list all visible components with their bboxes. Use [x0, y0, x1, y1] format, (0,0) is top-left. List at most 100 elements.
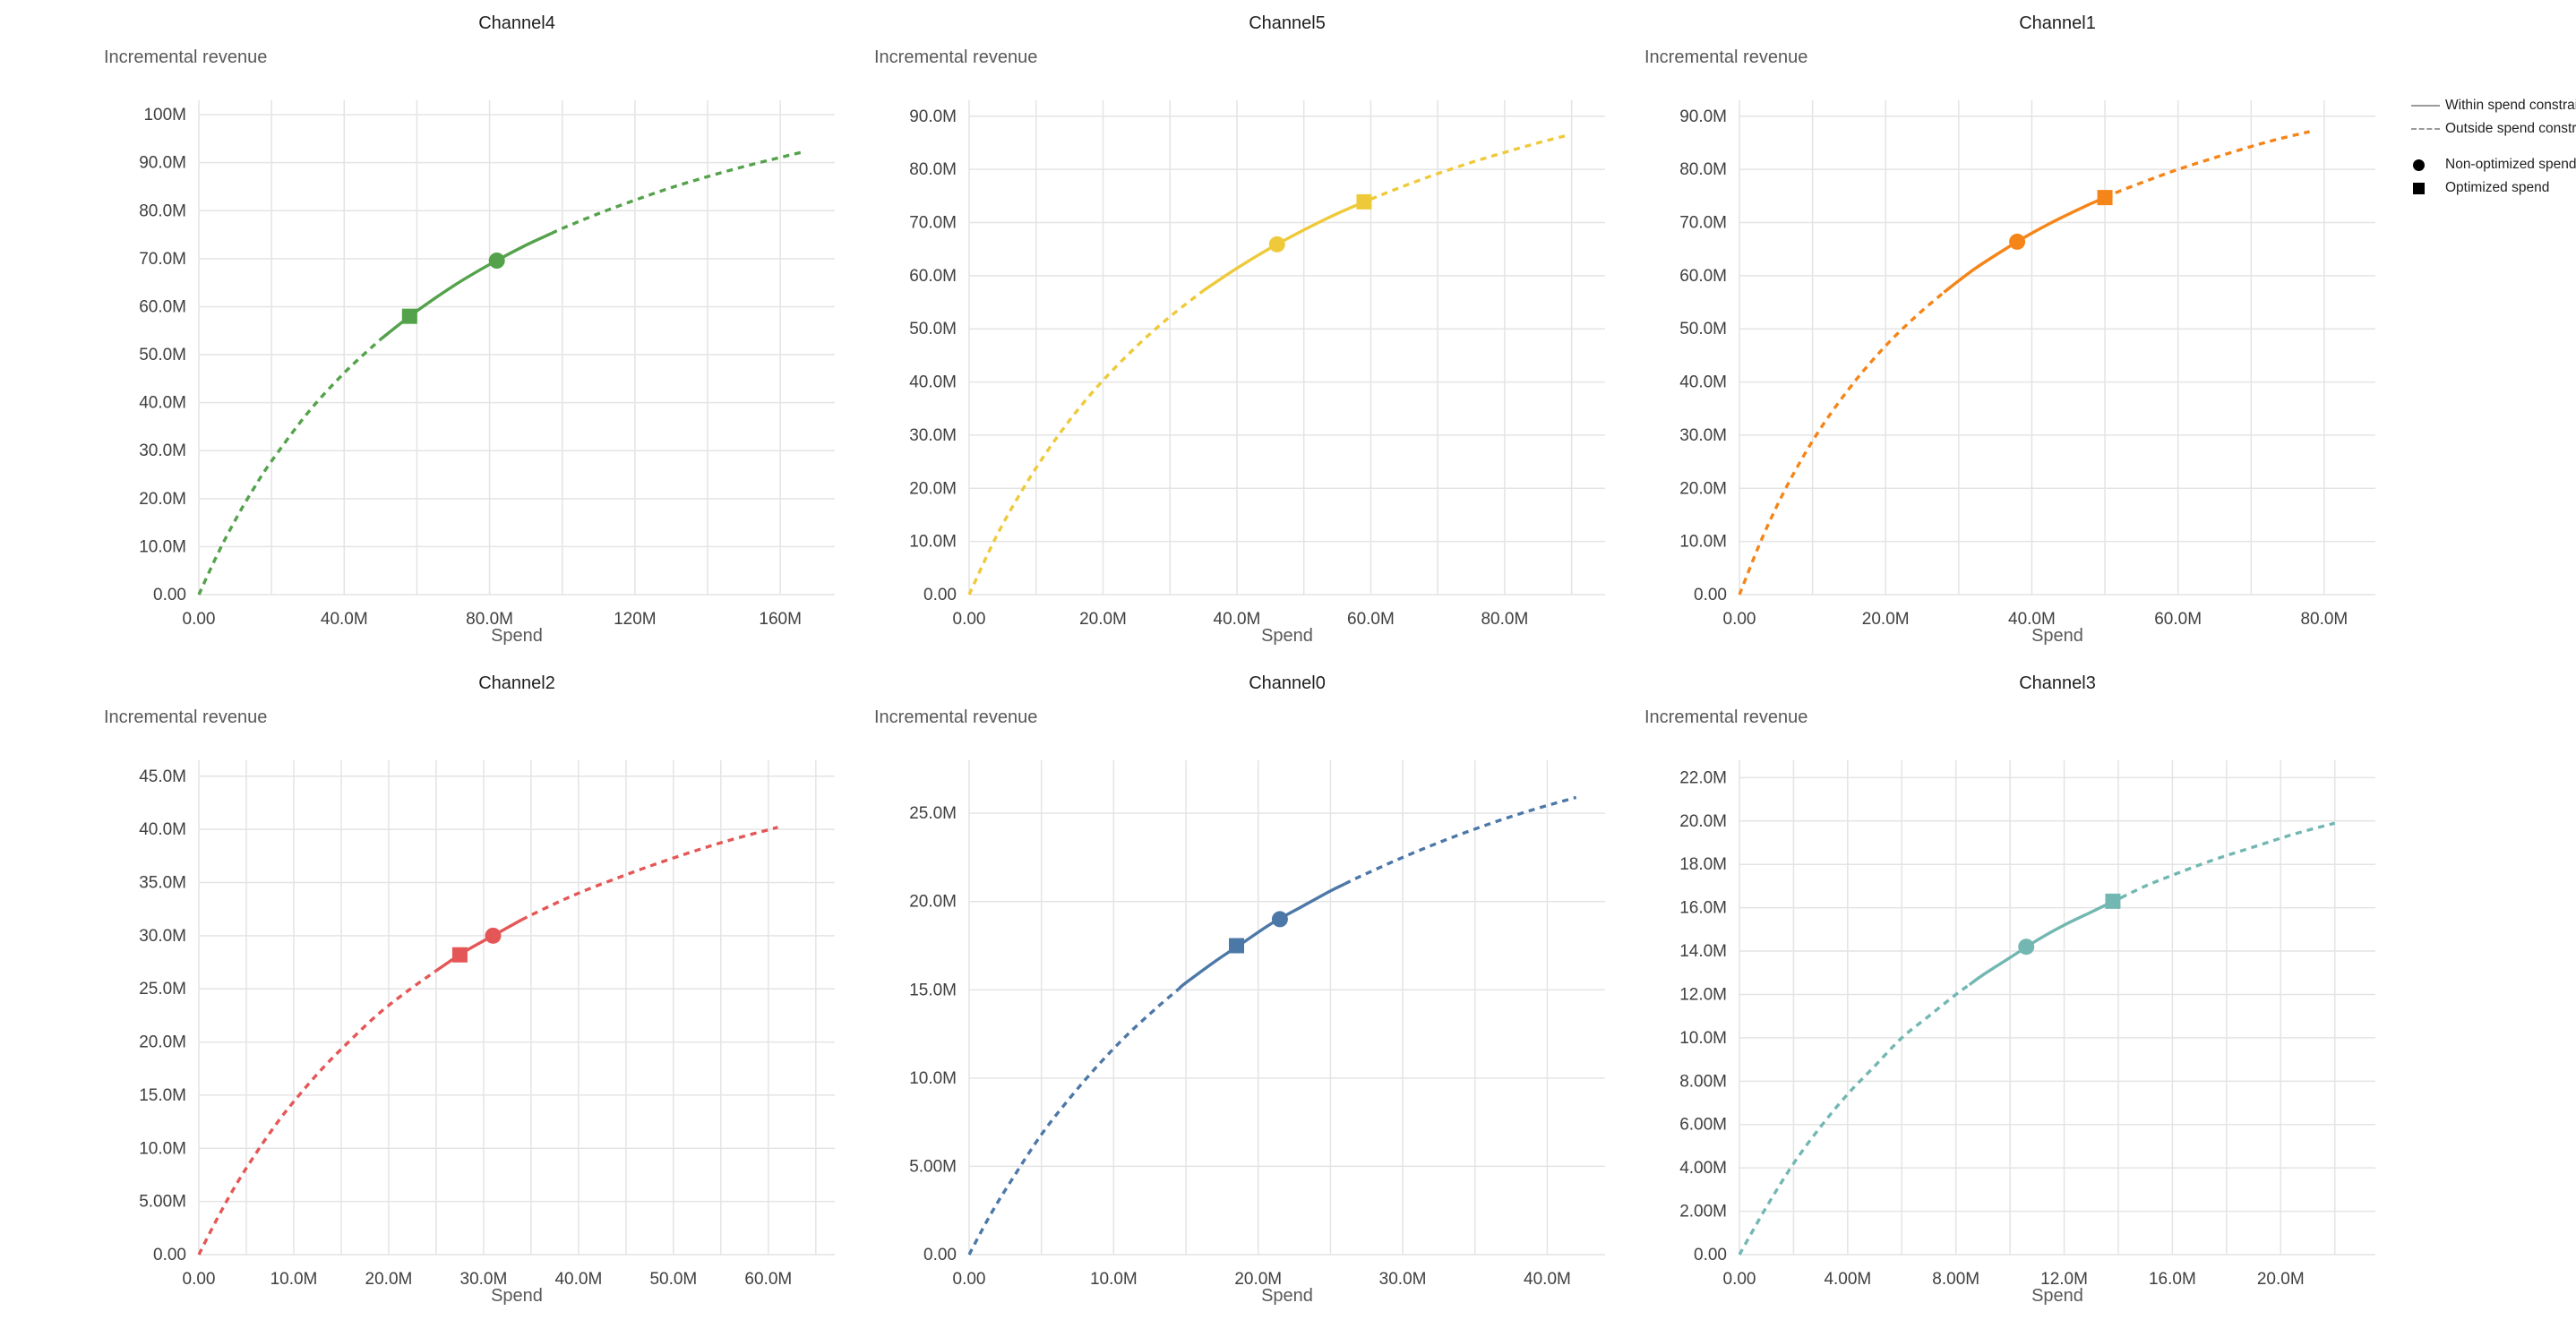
optimized-spend-marker [1229, 938, 1245, 954]
chart-channel1: Channel1 Incremental revenue 0.00 10.0M 20… [1621, 0, 2391, 660]
x-tick-label: 40.0M [2008, 610, 2056, 629]
optimized-spend-marker [2097, 190, 2113, 206]
x-axis-title: Spend [2031, 626, 2083, 646]
curve-outside-constraint-high [550, 150, 803, 236]
legend-line-group: Within spend constraint Outside spend co… [2411, 94, 2576, 141]
y-tick-label: 0.00 [923, 586, 957, 604]
y-tick-label: 90.0M [1679, 107, 1727, 126]
plot-channel5: 0.00 10.0M 20.0M 30.0M 40.0M 50.0M 60.0M 70.0M 8… [909, 100, 1605, 629]
x-axis-title: Spend [491, 626, 543, 646]
solid-line-icon [2411, 105, 2445, 107]
y-tick-label: 60.0M [1679, 267, 1727, 286]
chart-channel2: Channel2 Incremental revenue 0.00 5.00M 10… [81, 660, 851, 1320]
y-tick-label: 40.0M [1679, 373, 1727, 392]
charts-grid: Channel4 Incremental revenue 0.00 10.0M 20… [81, 0, 2391, 1320]
y-tick-label: 20.0M [909, 893, 957, 912]
y-tick-label: 60.0M [909, 267, 957, 286]
x-tick-label: 30.0M [1379, 1270, 1427, 1289]
x-tick-label: 40.0M [1524, 1270, 1571, 1289]
plot-channel2: 0.00 5.00M 10.0M 15.0M 20.0M 25.0M 30.0M 35.0M 4… [139, 760, 835, 1289]
optimized-spend-marker [401, 308, 417, 324]
y-tick-label: 40.0M [909, 373, 957, 392]
y-tick-label: 50.0M [909, 320, 957, 339]
y-tick-label: 10.0M [909, 1069, 957, 1088]
y-tick-label: 100M [143, 106, 186, 124]
y-tick-label: 25.0M [139, 980, 186, 999]
filled-circle-icon [2411, 159, 2445, 171]
curve-outside-constraint-high [520, 826, 778, 921]
y-tick-label: 35.0M [139, 874, 186, 893]
x-tick-label: 60.0M [2154, 610, 2202, 629]
non-optimized-spend-marker [485, 927, 502, 944]
y-tick-label: 20.0M [139, 490, 186, 509]
curve-outside-constraint-high [2104, 130, 2310, 200]
curve-within-constraint [434, 918, 523, 973]
y-tick-label: 20.0M [1679, 479, 1727, 498]
x-tick-label: 80.0M [1481, 610, 1528, 629]
y-tick-label: 30.0M [909, 426, 957, 445]
plot-channel1: 0.00 10.0M 20.0M 30.0M 40.0M 50.0M 60.0M 70.0M 8… [1679, 100, 2375, 629]
x-axis-title: Spend [491, 1286, 543, 1306]
curve-outside-constraint-low [967, 289, 1205, 596]
y-tick-label: 10.0M [139, 1139, 186, 1158]
chart-channel5: Channel5 Incremental revenue 0.00 10.0M 20… [851, 0, 1621, 660]
x-tick-label: 20.0M [2257, 1270, 2305, 1289]
x-tick-label: 80.0M [466, 610, 513, 629]
y-tick-label: 16.0M [1679, 899, 1727, 918]
y-tick-label: 50.0M [139, 346, 186, 364]
y-tick-label: 10.0M [1679, 1029, 1727, 1048]
y-axis-title: Incremental revenue [874, 47, 1038, 67]
x-tick-label: 40.0M [554, 1270, 602, 1289]
y-tick-label: 12.0M [1679, 985, 1727, 1004]
y-axis-title: Incremental revenue [1644, 47, 1808, 67]
x-tick-label: 20.0M [1079, 610, 1127, 629]
x-tick-label: 80.0M [2300, 610, 2348, 629]
y-axis-title: Incremental revenue [104, 47, 268, 67]
curve-outside-constraint-low [197, 969, 437, 1256]
x-tick-label: 0.00 [183, 610, 216, 629]
y-tick-label: 80.0M [139, 201, 186, 220]
y-tick-label: 0.00 [923, 1246, 957, 1264]
x-tick-label: 10.0M [1090, 1270, 1138, 1289]
y-axis-title: Incremental revenue [104, 707, 268, 727]
non-optimized-spend-marker [1271, 911, 1288, 928]
x-tick-label: 20.0M [1234, 1270, 1282, 1289]
x-axis-title: Spend [1261, 626, 1313, 646]
y-tick-label: 90.0M [139, 154, 186, 173]
chart-channel4: Channel4 Incremental revenue 0.00 10.0M 20… [81, 0, 851, 660]
y-tick-label: 20.0M [1679, 812, 1727, 831]
curve-within-constraint [1968, 896, 2124, 986]
plot-channel3: 0.00 2.00M 4.00M 6.00M 8.00M 10.0M 12.0M 14.0M 1… [1679, 760, 2375, 1289]
chart-title-channel1: Channel1 [2019, 13, 2096, 33]
y-tick-label: 0.00 [153, 586, 186, 604]
legend-item-outside-constraint: Outside spend constraint [2411, 117, 2576, 141]
x-axis-title: Spend [2031, 1286, 2083, 1306]
y-tick-label: 40.0M [139, 394, 186, 413]
curve-outside-constraint-low [1738, 983, 1971, 1256]
curve-outside-constraint-high [1344, 795, 1577, 886]
y-tick-label: 70.0M [1679, 214, 1727, 233]
x-tick-label: 40.0M [321, 610, 368, 629]
x-tick-label: 40.0M [1214, 610, 1261, 629]
y-tick-label: 2.00M [1679, 1203, 1727, 1221]
curve-within-constraint [1202, 197, 1372, 292]
y-tick-label: 15.0M [139, 1086, 186, 1105]
chart-title-channel2: Channel2 [478, 673, 555, 693]
y-tick-label: 10.0M [139, 537, 186, 556]
y-tick-label: 5.00M [909, 1157, 957, 1176]
y-tick-label: 15.0M [909, 981, 957, 999]
curve-outside-constraint-high [2120, 821, 2336, 900]
y-tick-label: 60.0M [139, 297, 186, 316]
chart-title-channel4: Channel4 [478, 13, 555, 33]
y-tick-label: 0.00 [1694, 1246, 1727, 1264]
legend-label: Within spend constraint [2445, 98, 2576, 113]
non-optimized-spend-marker [2018, 939, 2035, 956]
chart-title-channel5: Channel5 [1249, 13, 1326, 33]
x-tick-label: 60.0M [744, 1270, 792, 1289]
y-tick-label: 0.00 [1694, 586, 1727, 604]
y-tick-label: 80.0M [909, 160, 957, 179]
legend-label: Non-optimized spend [2445, 157, 2576, 172]
y-tick-label: 70.0M [139, 250, 186, 269]
x-tick-label: 60.0M [1347, 610, 1395, 629]
y-tick-label: 10.0M [909, 533, 957, 552]
